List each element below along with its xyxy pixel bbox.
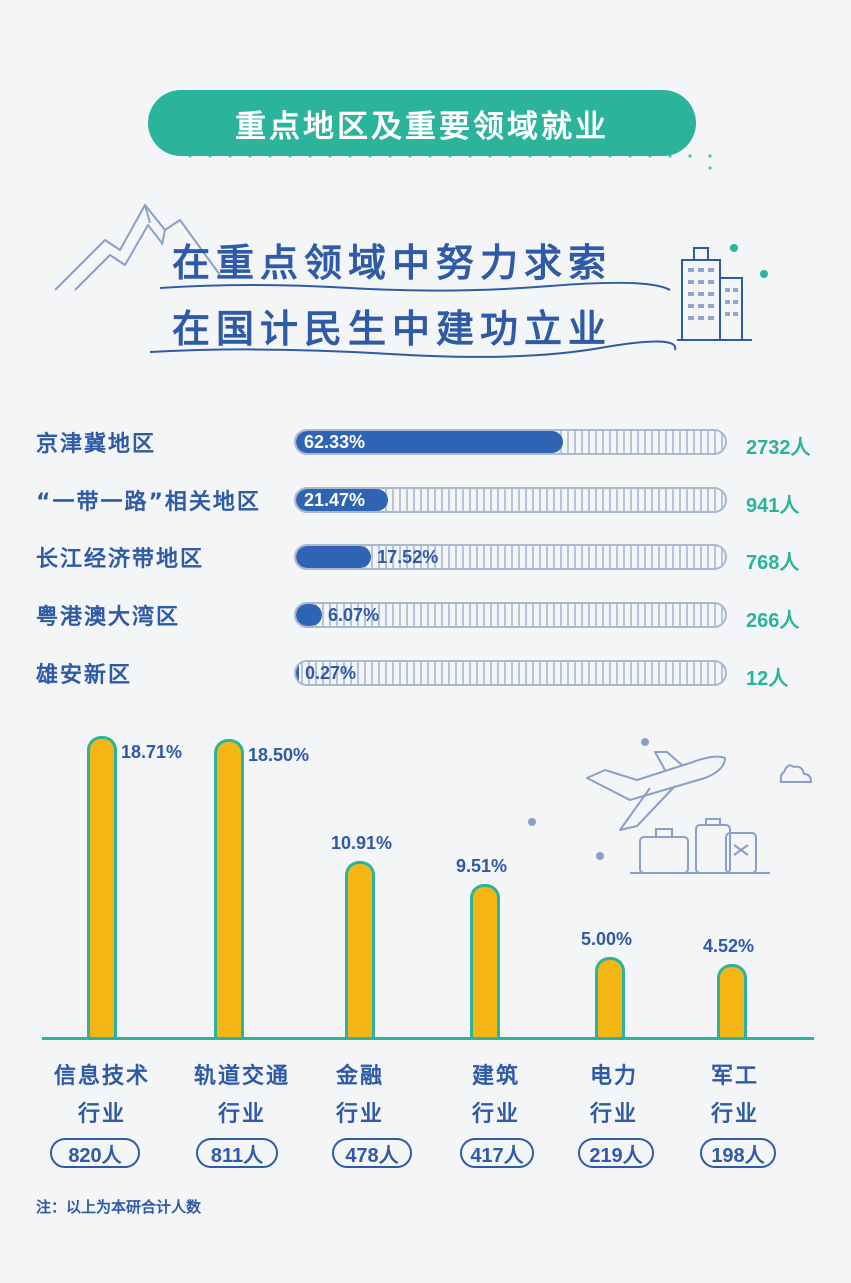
industry-count-badge: 820人 xyxy=(50,1138,140,1168)
region-bar-track xyxy=(294,429,727,455)
region-count-label: 266人 xyxy=(746,610,800,632)
region-label: 长江经济带地区 xyxy=(36,547,205,572)
cloud-icon xyxy=(779,764,813,783)
building-icon xyxy=(677,244,768,341)
footnote: 注：以上为本研合计人数 xyxy=(36,1198,202,1216)
region-percent-label: 62.33% xyxy=(304,432,366,452)
industry-category-line: 信息技术 xyxy=(53,1064,150,1089)
industry-category-label: 电力 行业 xyxy=(564,1058,664,1134)
industry-category-line: 军工 xyxy=(710,1064,759,1089)
industry-category-line: 行业 xyxy=(471,1102,520,1127)
industry-count-badge: 811人 xyxy=(196,1138,278,1168)
region-bar-track xyxy=(294,602,727,628)
region-bar-track xyxy=(294,487,727,513)
region-label: 京津冀地区 xyxy=(36,432,157,457)
industry-category-line: 轨道交通 xyxy=(193,1064,290,1089)
region-label: 粤港澳大湾区 xyxy=(36,605,181,630)
industry-percent-label: 4.52% xyxy=(703,936,755,957)
banner-dots-decoration xyxy=(188,154,712,170)
region-bar-track xyxy=(294,660,727,686)
industry-bar xyxy=(717,964,747,1037)
industry-bar xyxy=(595,956,625,1037)
industry-category-line: 建筑 xyxy=(471,1064,520,1089)
industry-category-label: 军工 行业 xyxy=(685,1058,785,1134)
industry-bar xyxy=(87,735,117,1037)
region-bar xyxy=(296,489,389,511)
region-percent-label: 6.07% xyxy=(328,605,380,625)
region-percent-label: 17.52% xyxy=(377,547,439,567)
region-count-label: 768人 xyxy=(746,552,800,574)
industry-category-label: 轨道交通 行业 xyxy=(172,1058,312,1134)
title-banner: 重点地区及重要领域就业 xyxy=(148,90,696,156)
industry-category-label: 信息技术 行业 xyxy=(32,1058,172,1134)
region-percent-label: 0.27% xyxy=(305,663,357,683)
tagline-line-2: 在国计民生中建功立业 xyxy=(172,307,613,351)
industry-count-badge: 417人 xyxy=(460,1138,534,1168)
industry-category-label: 金融 行业 xyxy=(310,1058,410,1134)
region-label: “一带一路”相关地区 xyxy=(36,490,261,515)
industry-percent-label: 5.00% xyxy=(581,928,633,949)
tagline-line-1: 在重点领域中努力求索 xyxy=(172,241,613,285)
industry-category-line: 金融 xyxy=(335,1064,384,1089)
region-label: 雄安新区 xyxy=(36,663,133,688)
region-bar xyxy=(296,604,323,626)
industry-category-line: 行业 xyxy=(335,1102,384,1127)
industry-count-badge: 478人 xyxy=(332,1138,412,1168)
airplane-icon xyxy=(586,738,726,831)
industry-bar xyxy=(470,883,500,1037)
region-bar xyxy=(296,662,299,684)
industry-bar xyxy=(345,861,375,1037)
tagline-wavy-lines xyxy=(149,281,677,358)
industry-category-line: 行业 xyxy=(217,1102,266,1127)
dot-decoration xyxy=(528,818,604,860)
region-bar xyxy=(296,431,564,453)
industry-percent-label: 18.71% xyxy=(121,741,183,762)
industry-category-label: 建筑 行业 xyxy=(446,1058,546,1134)
industry-category-line: 电力 xyxy=(589,1064,638,1089)
region-bar xyxy=(296,546,372,568)
mountain-sketch-icon xyxy=(54,204,221,291)
region-count-label: 2732人 xyxy=(746,437,811,459)
industry-category-line: 行业 xyxy=(710,1102,759,1127)
industry-percent-label: 18.50% xyxy=(248,745,310,766)
industry-percent-label: 10.91% xyxy=(331,833,393,854)
region-count-label: 941人 xyxy=(746,495,800,517)
industry-count-badge: 219人 xyxy=(578,1138,654,1168)
industry-count-badge: 198人 xyxy=(700,1138,776,1168)
industry-bar xyxy=(214,739,244,1037)
region-bar-track xyxy=(294,544,727,570)
industry-percent-label: 9.51% xyxy=(456,855,508,876)
region-percent-label: 21.47% xyxy=(304,490,366,510)
industry-category-line: 行业 xyxy=(589,1102,638,1127)
luggage-icon xyxy=(630,818,770,874)
industry-baseline xyxy=(42,1037,814,1040)
industry-category-line: 行业 xyxy=(77,1102,126,1127)
region-count-label: 12人 xyxy=(746,668,789,690)
